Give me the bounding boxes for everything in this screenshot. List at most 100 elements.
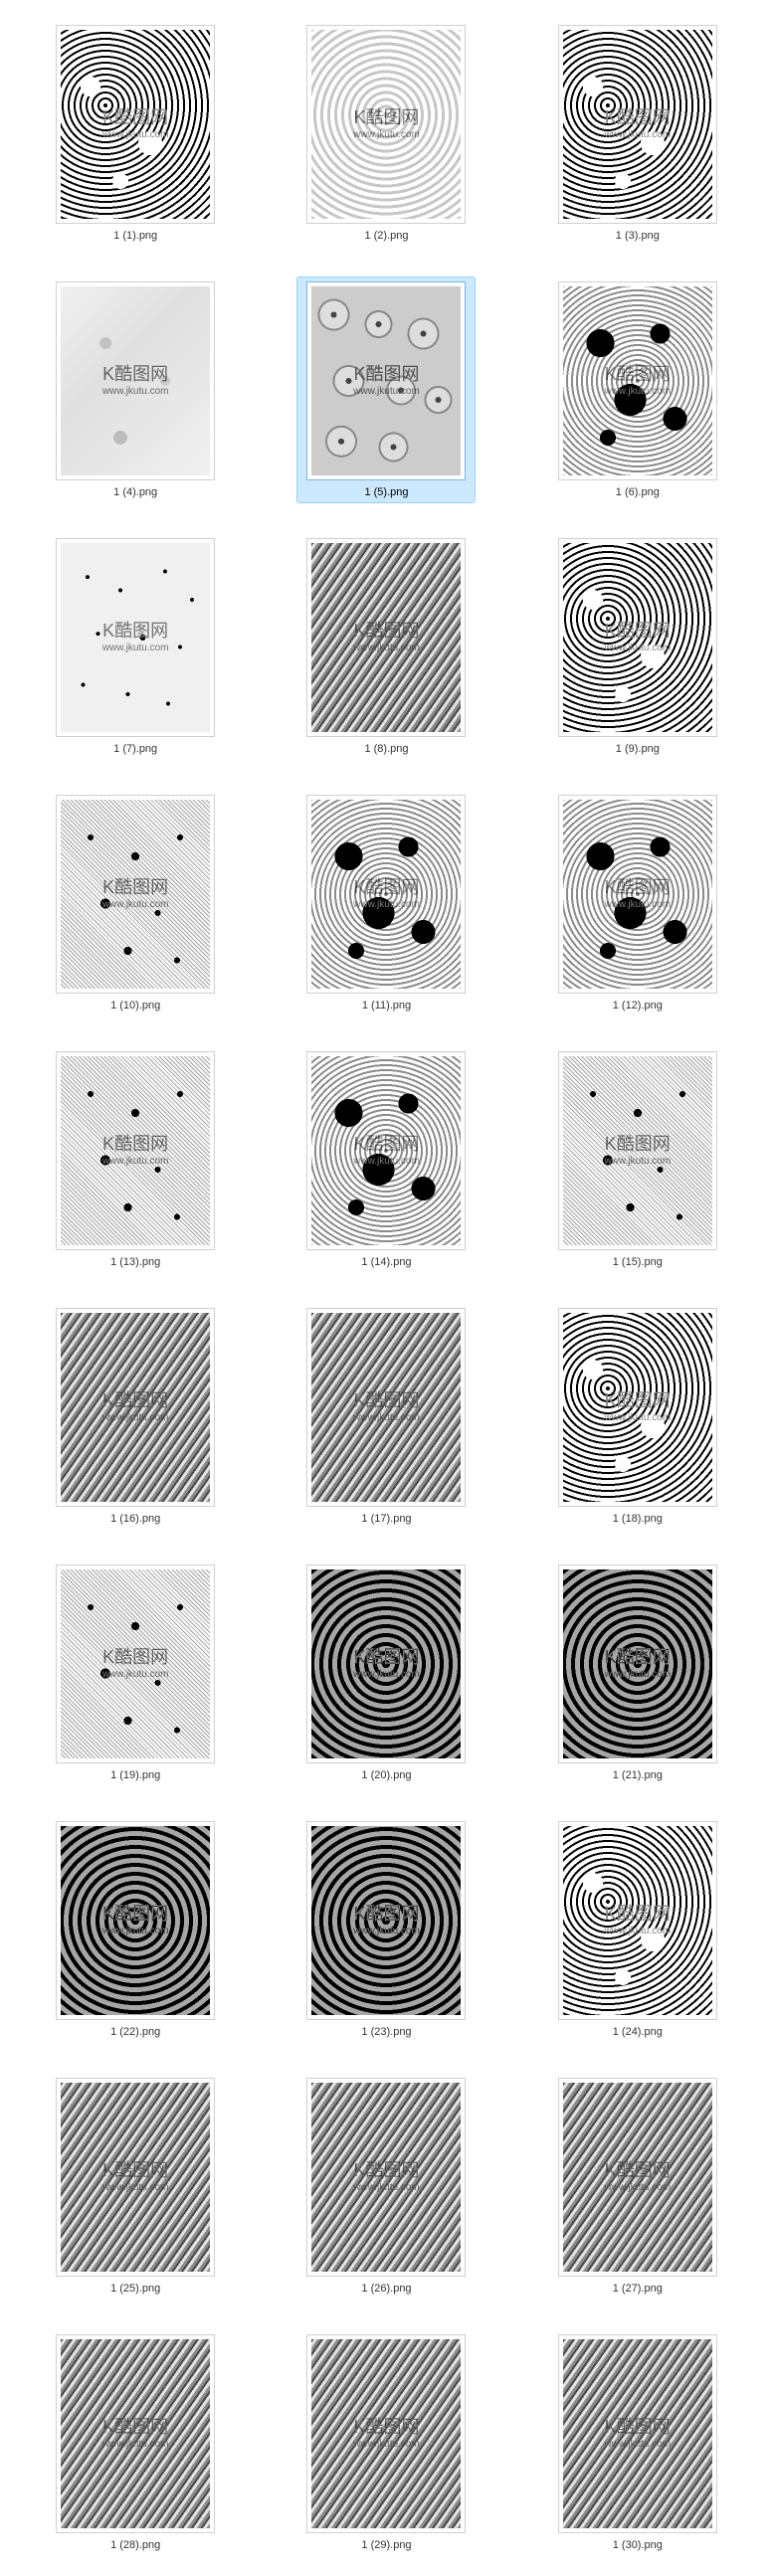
file-item[interactable]: K酷图网 www.jkutu.com 1 (4).png xyxy=(46,276,225,503)
file-item[interactable]: K酷图网 www.jkutu.com 1 (17).png xyxy=(296,1303,476,1530)
texture-preview xyxy=(311,543,461,732)
file-item[interactable]: K酷图网 www.jkutu.com 1 (30).png xyxy=(548,2329,727,2556)
file-item[interactable]: K酷图网 www.jkutu.com 1 (16).png xyxy=(46,1303,225,1530)
file-thumbnail[interactable]: K酷图网 www.jkutu.com xyxy=(56,281,215,480)
file-label[interactable]: 1 (18).png xyxy=(613,1513,663,1525)
file-thumbnail[interactable]: K酷图网 www.jkutu.com xyxy=(558,25,717,224)
file-thumbnail[interactable]: K酷图网 www.jkutu.com xyxy=(306,1564,466,1763)
file-item[interactable]: K酷图网 www.jkutu.com 1 (7).png xyxy=(46,533,225,760)
texture-preview xyxy=(563,2339,712,2528)
texture-preview xyxy=(311,30,461,219)
file-thumbnail[interactable]: K酷图网 www.jkutu.com xyxy=(558,1308,717,1507)
file-label[interactable]: 1 (15).png xyxy=(613,1256,663,1268)
file-item[interactable]: K酷图网 www.jkutu.com 1 (5).png xyxy=(296,276,476,503)
file-label[interactable]: 1 (27).png xyxy=(613,2283,663,2295)
file-thumbnail[interactable]: K酷图网 www.jkutu.com xyxy=(558,538,717,737)
file-label[interactable]: 1 (24).png xyxy=(613,2026,663,2038)
file-label[interactable]: 1 (28).png xyxy=(110,2539,160,2551)
file-item[interactable]: K酷图网 www.jkutu.com 1 (15).png xyxy=(548,1046,727,1273)
file-label[interactable]: 1 (5).png xyxy=(364,486,408,498)
file-label[interactable]: 1 (6).png xyxy=(616,486,660,498)
file-item[interactable]: K酷图网 www.jkutu.com 1 (28).png xyxy=(46,2329,225,2556)
file-thumbnail[interactable]: K酷图网 www.jkutu.com xyxy=(558,1821,717,2020)
file-label[interactable]: 1 (8).png xyxy=(364,743,408,755)
file-item[interactable]: K酷图网 www.jkutu.com 1 (19).png xyxy=(46,1560,225,1786)
file-label[interactable]: 1 (12).png xyxy=(613,1000,663,1012)
file-thumbnail[interactable]: K酷图网 www.jkutu.com xyxy=(56,1308,215,1507)
texture-preview xyxy=(61,1826,210,2015)
file-item[interactable]: K酷图网 www.jkutu.com 1 (25).png xyxy=(46,2073,225,2300)
file-label[interactable]: 1 (1).png xyxy=(113,230,157,242)
file-label[interactable]: 1 (14).png xyxy=(361,1256,411,1268)
file-label[interactable]: 1 (2).png xyxy=(364,230,408,242)
file-item[interactable]: K酷图网 www.jkutu.com 1 (10).png xyxy=(46,790,225,1016)
file-item[interactable]: K酷图网 www.jkutu.com 1 (24).png xyxy=(548,1816,727,2043)
file-label[interactable]: 1 (21).png xyxy=(613,1769,663,1781)
file-label[interactable]: 1 (16).png xyxy=(110,1513,160,1525)
file-thumbnail[interactable]: K酷图网 www.jkutu.com xyxy=(306,281,466,480)
file-item[interactable]: K酷图网 www.jkutu.com 1 (27).png xyxy=(548,2073,727,2300)
texture-preview xyxy=(61,1569,210,1758)
file-item[interactable]: K酷图网 www.jkutu.com 1 (3).png xyxy=(548,20,727,247)
file-thumbnail[interactable]: K酷图网 www.jkutu.com xyxy=(306,795,466,994)
file-label[interactable]: 1 (3).png xyxy=(616,230,660,242)
file-thumbnail[interactable]: K酷图网 www.jkutu.com xyxy=(306,538,466,737)
texture-preview xyxy=(563,543,712,732)
file-thumbnail[interactable]: K酷图网 www.jkutu.com xyxy=(558,1564,717,1763)
file-thumbnail[interactable]: K酷图网 www.jkutu.com xyxy=(306,2334,466,2533)
file-thumbnail[interactable]: K酷图网 www.jkutu.com xyxy=(558,795,717,994)
file-thumbnail[interactable]: K酷图网 www.jkutu.com xyxy=(56,1564,215,1763)
file-item[interactable]: K酷图网 www.jkutu.com 1 (18).png xyxy=(548,1303,727,1530)
file-item[interactable]: K酷图网 www.jkutu.com 1 (14).png xyxy=(296,1046,476,1273)
file-thumbnail[interactable]: K酷图网 www.jkutu.com xyxy=(306,1308,466,1507)
file-thumbnail[interactable]: K酷图网 www.jkutu.com xyxy=(56,538,215,737)
file-item[interactable]: K酷图网 www.jkutu.com 1 (12).png xyxy=(548,790,727,1016)
file-item[interactable]: K酷图网 www.jkutu.com 1 (9).png xyxy=(548,533,727,760)
file-label[interactable]: 1 (10).png xyxy=(110,1000,160,1012)
file-label[interactable]: 1 (22).png xyxy=(110,2026,160,2038)
file-label[interactable]: 1 (17).png xyxy=(361,1513,411,1525)
file-label[interactable]: 1 (25).png xyxy=(110,2283,160,2295)
file-item[interactable]: K酷图网 www.jkutu.com 1 (20).png xyxy=(296,1560,476,1786)
file-label[interactable]: 1 (4).png xyxy=(113,486,157,498)
file-thumbnail[interactable]: K酷图网 www.jkutu.com xyxy=(558,281,717,480)
file-item[interactable]: K酷图网 www.jkutu.com 1 (22).png xyxy=(46,1816,225,2043)
file-thumbnail[interactable]: K酷图网 www.jkutu.com xyxy=(56,2078,215,2277)
file-thumbnail[interactable]: K酷图网 www.jkutu.com xyxy=(558,2334,717,2533)
file-thumbnail[interactable]: K酷图网 www.jkutu.com xyxy=(306,1051,466,1250)
file-label[interactable]: 1 (19).png xyxy=(110,1769,160,1781)
file-item[interactable]: K酷图网 www.jkutu.com 1 (13).png xyxy=(46,1046,225,1273)
texture-preview xyxy=(563,30,712,219)
file-thumbnail[interactable]: K酷图网 www.jkutu.com xyxy=(56,2334,215,2533)
file-label[interactable]: 1 (9).png xyxy=(616,743,660,755)
file-item[interactable]: K酷图网 www.jkutu.com 1 (26).png xyxy=(296,2073,476,2300)
file-item[interactable]: K酷图网 www.jkutu.com 1 (6).png xyxy=(548,276,727,503)
file-label[interactable]: 1 (11).png xyxy=(362,1000,411,1012)
file-label[interactable]: 1 (26).png xyxy=(361,2283,411,2295)
file-label[interactable]: 1 (30).png xyxy=(613,2539,663,2551)
file-label[interactable]: 1 (23).png xyxy=(361,2026,411,2038)
texture-preview xyxy=(311,1826,461,2015)
file-label[interactable]: 1 (29).png xyxy=(361,2539,411,2551)
file-label[interactable]: 1 (7).png xyxy=(113,743,157,755)
file-thumbnail[interactable]: K酷图网 www.jkutu.com xyxy=(558,2078,717,2277)
file-item[interactable]: K酷图网 www.jkutu.com 1 (11).png xyxy=(296,790,476,1016)
file-item[interactable]: K酷图网 www.jkutu.com 1 (1).png xyxy=(46,20,225,247)
texture-preview xyxy=(61,286,210,475)
file-thumbnail[interactable]: K酷图网 www.jkutu.com xyxy=(56,1051,215,1250)
file-thumbnail[interactable]: K酷图网 www.jkutu.com xyxy=(306,2078,466,2277)
file-item[interactable]: K酷图网 www.jkutu.com 1 (23).png xyxy=(296,1816,476,2043)
file-item[interactable]: K酷图网 www.jkutu.com 1 (2).png xyxy=(296,20,476,247)
file-item[interactable]: K酷图网 www.jkutu.com 1 (21).png xyxy=(548,1560,727,1786)
file-label[interactable]: 1 (20).png xyxy=(361,1769,411,1781)
file-label[interactable]: 1 (13).png xyxy=(110,1256,160,1268)
file-thumbnail[interactable]: K酷图网 www.jkutu.com xyxy=(56,25,215,224)
texture-preview xyxy=(311,800,461,989)
file-item[interactable]: K酷图网 www.jkutu.com 1 (8).png xyxy=(296,533,476,760)
file-thumbnail[interactable]: K酷图网 www.jkutu.com xyxy=(306,1821,466,2020)
file-thumbnail[interactable]: K酷图网 www.jkutu.com xyxy=(56,1821,215,2020)
file-thumbnail[interactable]: K酷图网 www.jkutu.com xyxy=(56,795,215,994)
file-thumbnail[interactable]: K酷图网 www.jkutu.com xyxy=(306,25,466,224)
file-thumbnail[interactable]: K酷图网 www.jkutu.com xyxy=(558,1051,717,1250)
file-item[interactable]: K酷图网 www.jkutu.com 1 (29).png xyxy=(296,2329,476,2556)
